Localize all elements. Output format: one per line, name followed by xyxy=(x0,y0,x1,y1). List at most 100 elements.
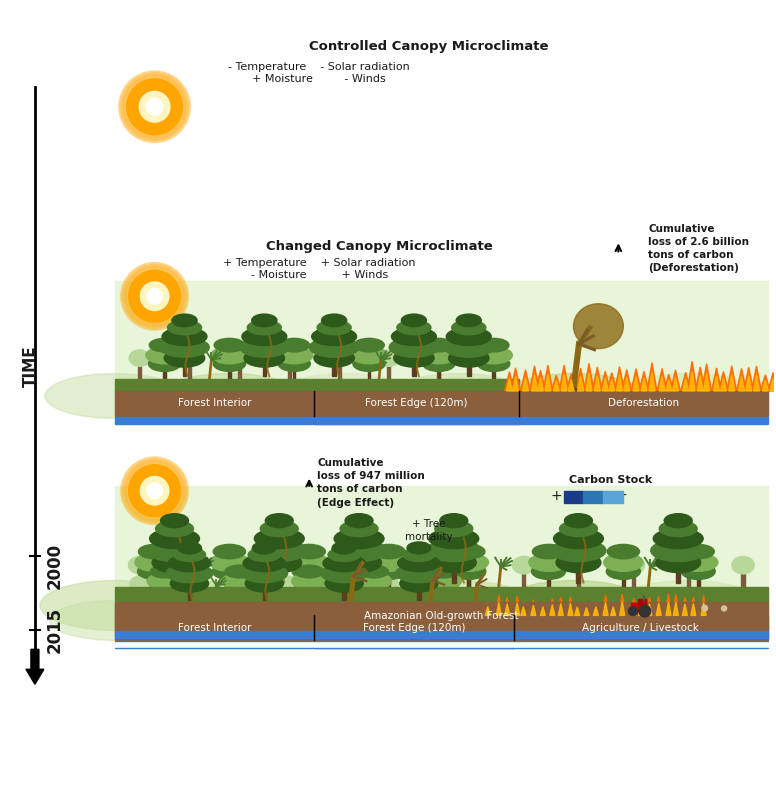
Bar xyxy=(153,565,156,587)
Ellipse shape xyxy=(452,564,486,579)
Bar xyxy=(676,553,681,582)
Polygon shape xyxy=(727,365,736,391)
Ellipse shape xyxy=(165,349,205,367)
Ellipse shape xyxy=(598,602,602,611)
Bar xyxy=(308,565,310,587)
Ellipse shape xyxy=(255,529,304,549)
Polygon shape xyxy=(729,375,735,391)
Polygon shape xyxy=(702,603,706,615)
Ellipse shape xyxy=(606,564,640,579)
Ellipse shape xyxy=(742,602,746,611)
Ellipse shape xyxy=(475,347,512,364)
Polygon shape xyxy=(557,597,565,615)
Ellipse shape xyxy=(314,349,355,367)
Polygon shape xyxy=(739,376,744,391)
Ellipse shape xyxy=(293,545,325,559)
Ellipse shape xyxy=(149,338,180,352)
Polygon shape xyxy=(603,602,608,615)
Polygon shape xyxy=(774,368,776,391)
Circle shape xyxy=(122,458,187,523)
Ellipse shape xyxy=(532,564,566,579)
Ellipse shape xyxy=(279,576,299,592)
Polygon shape xyxy=(663,374,674,391)
Polygon shape xyxy=(751,366,761,391)
Ellipse shape xyxy=(353,356,385,372)
Ellipse shape xyxy=(400,575,438,592)
Bar xyxy=(248,571,251,587)
Polygon shape xyxy=(631,604,636,615)
Ellipse shape xyxy=(147,540,202,561)
Ellipse shape xyxy=(340,520,378,537)
Bar xyxy=(115,602,768,630)
Circle shape xyxy=(121,457,189,524)
Ellipse shape xyxy=(440,514,468,527)
Ellipse shape xyxy=(435,520,473,537)
Ellipse shape xyxy=(651,540,705,561)
Polygon shape xyxy=(545,374,551,391)
Ellipse shape xyxy=(252,542,276,554)
Polygon shape xyxy=(689,597,698,615)
Bar xyxy=(697,565,699,587)
Ellipse shape xyxy=(252,540,307,561)
Ellipse shape xyxy=(225,565,254,578)
Ellipse shape xyxy=(677,556,699,574)
Ellipse shape xyxy=(211,347,248,364)
Bar xyxy=(293,358,296,379)
Ellipse shape xyxy=(428,350,449,366)
Ellipse shape xyxy=(244,349,285,367)
Bar xyxy=(314,417,518,424)
Circle shape xyxy=(702,605,708,611)
Polygon shape xyxy=(550,604,555,615)
Circle shape xyxy=(126,79,182,134)
Bar xyxy=(188,364,191,379)
Ellipse shape xyxy=(154,581,304,630)
Polygon shape xyxy=(559,365,569,391)
Ellipse shape xyxy=(730,602,734,611)
Polygon shape xyxy=(586,373,592,391)
Polygon shape xyxy=(646,597,653,615)
Ellipse shape xyxy=(238,556,261,574)
Ellipse shape xyxy=(320,564,367,582)
Ellipse shape xyxy=(160,373,300,418)
Bar xyxy=(138,590,141,604)
Polygon shape xyxy=(753,375,760,391)
Text: 2015: 2015 xyxy=(46,608,64,653)
Ellipse shape xyxy=(693,607,704,612)
Bar xyxy=(387,364,390,379)
Ellipse shape xyxy=(328,548,360,561)
Ellipse shape xyxy=(424,338,454,352)
Ellipse shape xyxy=(312,328,356,346)
Polygon shape xyxy=(746,376,752,391)
Circle shape xyxy=(119,71,190,143)
Ellipse shape xyxy=(713,608,723,612)
Polygon shape xyxy=(674,602,678,615)
Bar xyxy=(604,490,623,503)
Polygon shape xyxy=(713,376,719,391)
Text: - Temperature    - Solar radiation: - Temperature - Solar radiation xyxy=(228,62,410,72)
Ellipse shape xyxy=(423,356,455,372)
Ellipse shape xyxy=(50,601,179,641)
Polygon shape xyxy=(592,602,600,615)
Ellipse shape xyxy=(294,582,324,597)
Ellipse shape xyxy=(292,564,326,579)
Ellipse shape xyxy=(611,602,615,611)
Ellipse shape xyxy=(389,373,528,418)
Bar xyxy=(262,575,266,601)
Polygon shape xyxy=(503,597,511,615)
Ellipse shape xyxy=(754,602,758,611)
Circle shape xyxy=(120,72,189,141)
Ellipse shape xyxy=(147,573,182,589)
Bar xyxy=(338,590,341,604)
Ellipse shape xyxy=(660,520,697,537)
Polygon shape xyxy=(695,367,705,391)
Polygon shape xyxy=(583,604,591,615)
Ellipse shape xyxy=(135,553,175,571)
Polygon shape xyxy=(602,378,608,391)
Polygon shape xyxy=(573,602,581,615)
Bar xyxy=(577,571,580,587)
Bar xyxy=(493,358,495,379)
Bar xyxy=(563,490,584,503)
Bar xyxy=(314,391,518,416)
Ellipse shape xyxy=(623,601,753,641)
Bar xyxy=(303,571,306,587)
